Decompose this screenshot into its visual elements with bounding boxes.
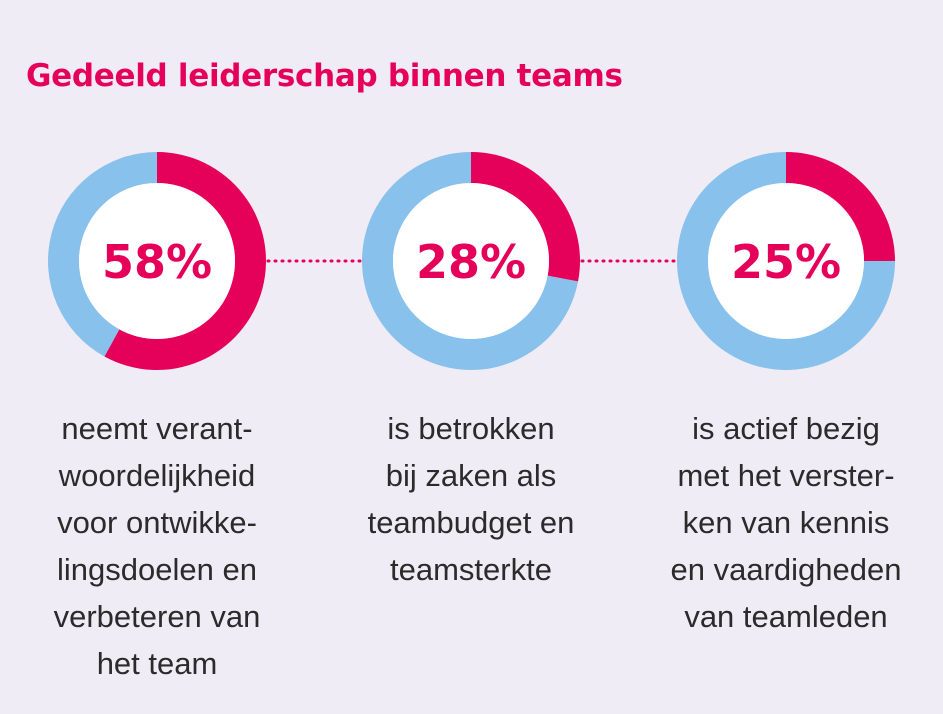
caption-line: teambudget en [367, 505, 575, 540]
donut-percentage-label: 58% [102, 235, 212, 289]
donut-center [79, 183, 235, 339]
donut-percentage-label: 25% [731, 235, 841, 289]
caption-line: lingsdoelen en [57, 552, 257, 587]
donut-value-slice [471, 152, 580, 282]
donut-remainder-slice [47, 152, 158, 357]
donut-value-slice [786, 152, 895, 261]
caption-line: met het verster- [677, 458, 895, 493]
caption-line: is actief bezig [692, 411, 880, 446]
caption-line: teamsterkte [390, 552, 552, 587]
donut-3: 25% [677, 152, 895, 370]
donut-2: 28% [361, 152, 580, 370]
donut-center [393, 183, 549, 339]
caption-2: is betrokken bij zaken als teambudget en te… [326, 405, 616, 593]
caption-3: is actief bezig met het verster-ken van k… [641, 405, 931, 640]
caption-1: neemt verant-woordelijkheid voor ontwikke… [12, 405, 302, 687]
caption-line: van teamleden [684, 599, 888, 634]
donut-value-slice [104, 152, 266, 370]
donut-center [708, 183, 864, 339]
donut-1: 58% [47, 152, 266, 370]
caption-line: neemt verant- [61, 411, 253, 446]
caption-line: bij zaken als [385, 458, 557, 493]
caption-line: en vaardigheden [670, 552, 902, 587]
caption-line: woordelijkheid [58, 458, 256, 493]
caption-line: is betrokken [387, 411, 555, 446]
caption-line: voor ontwikke- [57, 505, 257, 540]
caption-line: verbeteren van [53, 599, 261, 634]
caption-line: ken van kennis [682, 505, 890, 540]
caption-line: het team [96, 646, 218, 681]
donut-percentage-label: 28% [416, 235, 526, 289]
page-title: Gedeeld leiderschap binnen teams [26, 58, 623, 94]
